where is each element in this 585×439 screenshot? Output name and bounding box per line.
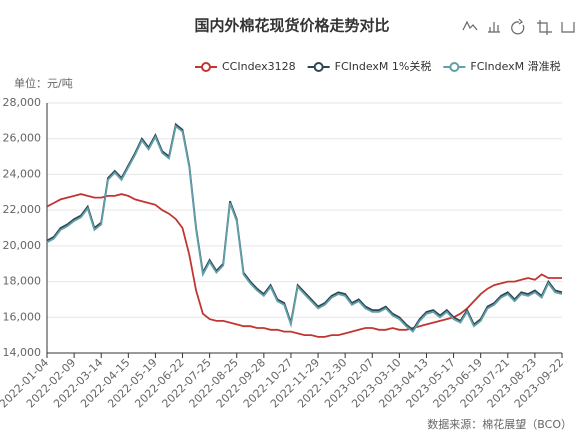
legend-label: CCIndex3128 — [222, 60, 296, 73]
y-tick-label: 20,000 — [3, 239, 42, 252]
toolbox[interactable] — [462, 18, 575, 35]
y-tick-label: 26,000 — [3, 132, 42, 145]
legend-item: CCIndex3128 — [195, 60, 296, 73]
tool-crop[interactable] — [537, 20, 552, 35]
y-tick-label: 24,000 — [3, 167, 42, 180]
series-line — [46, 122, 563, 332]
chart-title: 国内外棉花现货价格走势对比 — [194, 17, 389, 35]
source: 数据来源：棉花展望（BCO） — [427, 417, 572, 431]
legend-item: FCIndexM 滑准税 — [443, 59, 561, 73]
y-tick-label: 28,000 — [3, 96, 42, 109]
legend-marker — [313, 62, 324, 72]
y-tick-label: 22,000 — [3, 203, 42, 216]
legend-item: FCIndexM 1%关税 — [307, 59, 432, 73]
y-tick-label: 18,000 — [3, 275, 42, 288]
tool-mark[interactable] — [462, 20, 478, 31]
tool-bar[interactable] — [488, 22, 500, 33]
y-tick-label: 16,000 — [3, 310, 42, 323]
series-line — [46, 124, 563, 333]
legend-marker — [449, 62, 460, 72]
y-axis-label: 单位：元/吨 — [14, 76, 73, 90]
tool-restore[interactable] — [511, 18, 525, 35]
series-line — [46, 193, 562, 338]
tool-save[interactable] — [561, 20, 575, 33]
legend-label: FCIndexM 1%关税 — [335, 59, 432, 73]
legend-label: FCIndexM 滑准税 — [470, 59, 560, 73]
legend-marker — [201, 62, 211, 72]
y-tick-label: 14,000 — [3, 346, 42, 359]
